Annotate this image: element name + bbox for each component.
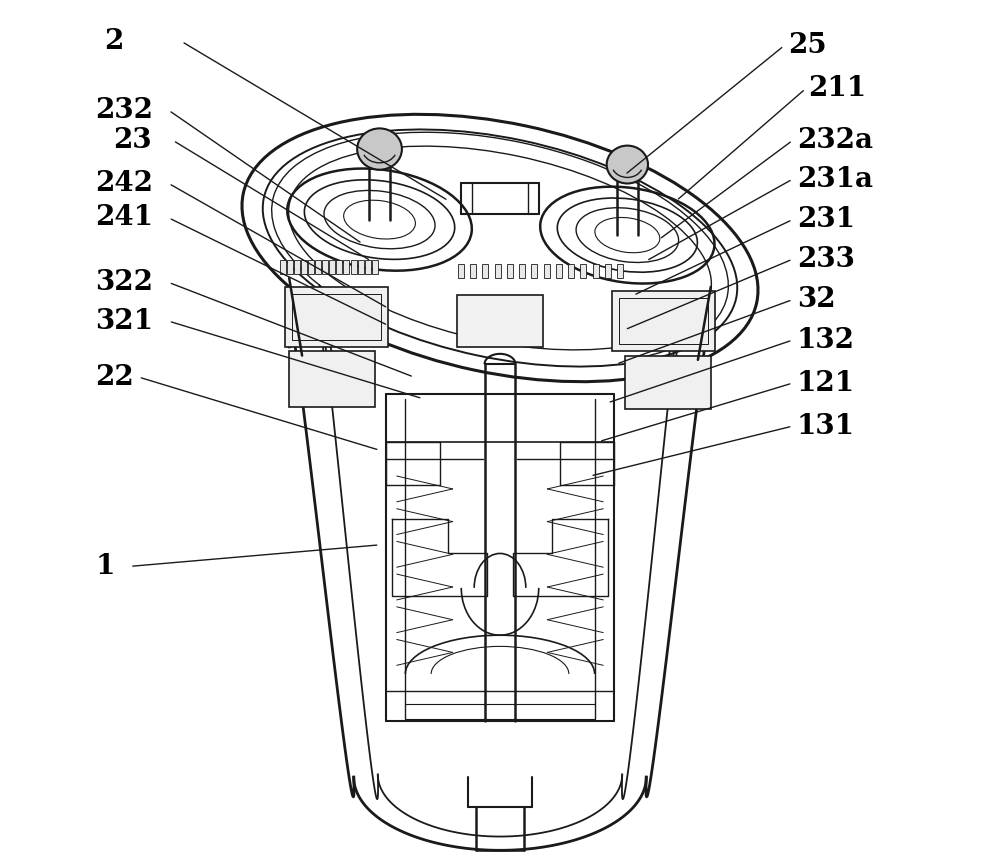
Bar bbox=[556, 264, 562, 278]
Bar bbox=[351, 260, 357, 274]
Bar bbox=[292, 294, 381, 340]
Bar bbox=[519, 264, 525, 278]
Bar bbox=[625, 356, 711, 409]
Text: 231a: 231a bbox=[797, 165, 873, 192]
Text: 25: 25 bbox=[788, 32, 827, 59]
Text: 121: 121 bbox=[797, 370, 855, 397]
Bar bbox=[308, 260, 314, 274]
Text: 232: 232 bbox=[96, 97, 154, 124]
Bar bbox=[580, 264, 586, 278]
Bar bbox=[470, 264, 476, 278]
Text: 32: 32 bbox=[797, 286, 835, 313]
Bar bbox=[544, 264, 550, 278]
Text: 242: 242 bbox=[96, 170, 154, 197]
Bar bbox=[372, 260, 378, 274]
Text: 232a: 232a bbox=[797, 127, 873, 154]
Bar bbox=[365, 260, 371, 274]
Text: 231: 231 bbox=[797, 206, 855, 233]
Bar bbox=[568, 264, 574, 278]
Text: 241: 241 bbox=[96, 204, 154, 231]
Bar bbox=[457, 295, 543, 347]
Text: 233: 233 bbox=[797, 246, 855, 273]
Bar bbox=[482, 264, 488, 278]
Bar bbox=[593, 264, 599, 278]
Bar bbox=[458, 264, 464, 278]
Ellipse shape bbox=[607, 145, 648, 184]
Bar bbox=[495, 264, 501, 278]
Bar bbox=[287, 260, 293, 274]
Bar bbox=[285, 287, 388, 347]
Bar bbox=[617, 264, 623, 278]
Bar bbox=[343, 260, 349, 274]
Bar bbox=[619, 298, 708, 345]
Bar bbox=[289, 352, 375, 407]
Bar bbox=[294, 260, 300, 274]
Text: 321: 321 bbox=[96, 307, 154, 334]
Bar bbox=[605, 264, 611, 278]
Text: 22: 22 bbox=[96, 364, 134, 391]
Bar bbox=[358, 260, 364, 274]
Bar bbox=[322, 260, 328, 274]
Bar bbox=[336, 260, 342, 274]
Text: 2: 2 bbox=[104, 28, 124, 55]
Bar bbox=[280, 260, 286, 274]
Text: 211: 211 bbox=[808, 75, 866, 102]
Bar bbox=[301, 260, 307, 274]
Text: 1: 1 bbox=[96, 553, 115, 580]
Text: 23: 23 bbox=[113, 127, 151, 154]
Bar bbox=[507, 264, 513, 278]
Text: 132: 132 bbox=[797, 326, 855, 353]
Bar bbox=[531, 264, 537, 278]
Bar bbox=[315, 260, 321, 274]
Text: 131: 131 bbox=[797, 412, 855, 440]
Ellipse shape bbox=[357, 128, 402, 170]
Bar bbox=[612, 291, 715, 352]
Text: 322: 322 bbox=[96, 269, 154, 296]
Bar bbox=[329, 260, 335, 274]
